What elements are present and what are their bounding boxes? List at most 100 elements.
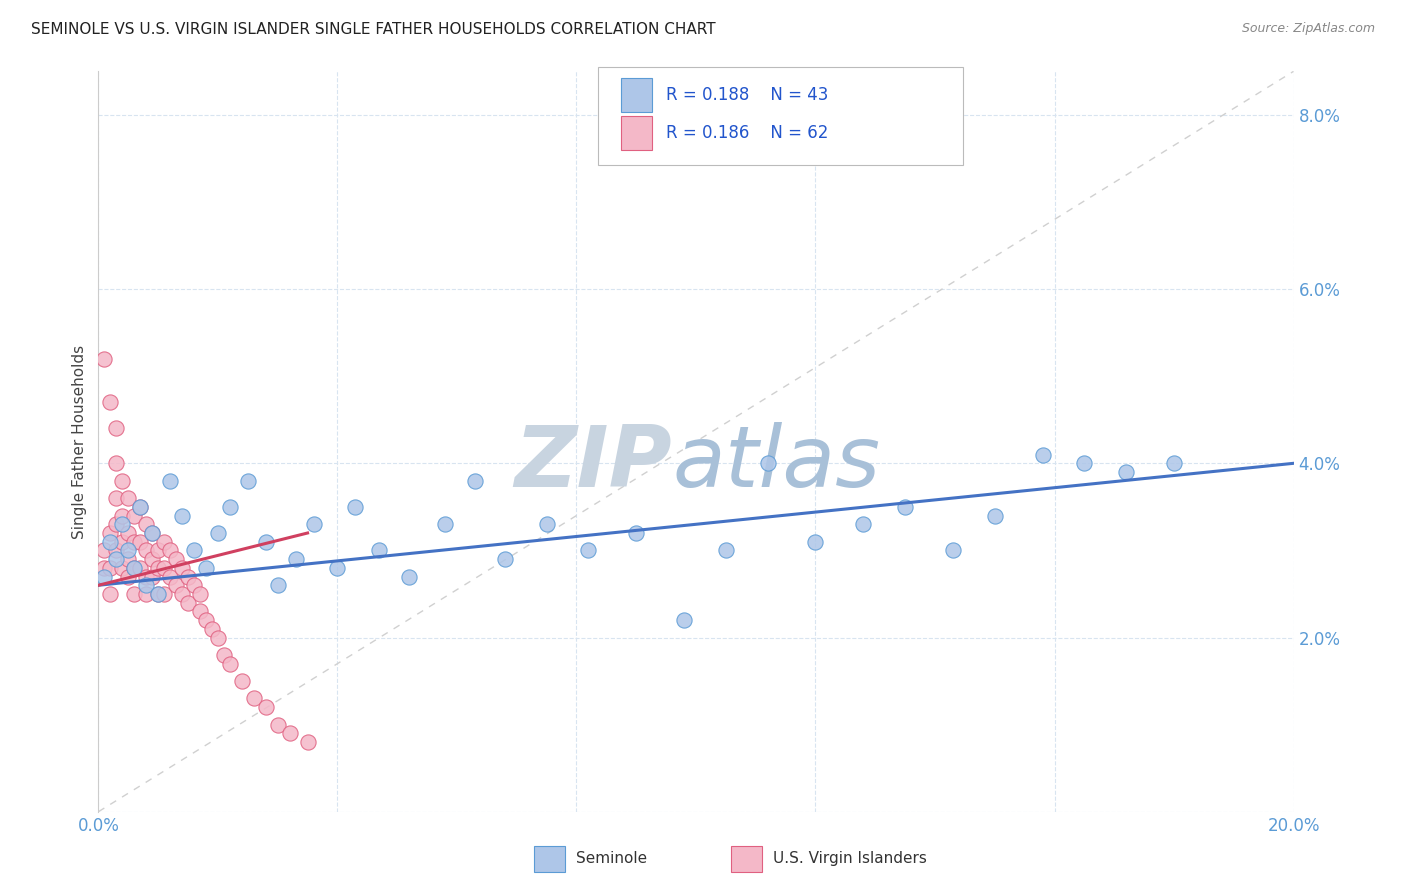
- Text: R = 0.186    N = 62: R = 0.186 N = 62: [666, 124, 828, 142]
- Point: [159, 474, 181, 488]
- Point: [852, 517, 875, 532]
- Point: [172, 561, 194, 575]
- Point: [177, 569, 200, 583]
- Point: [105, 421, 128, 435]
- Point: [98, 561, 122, 575]
- Point: [153, 561, 176, 575]
- Point: [398, 569, 420, 583]
- Point: [105, 543, 128, 558]
- Point: [124, 508, 146, 523]
- Y-axis label: Single Father Households: Single Father Households: [72, 344, 87, 539]
- Point: [183, 578, 205, 592]
- Point: [93, 543, 115, 558]
- Point: [172, 508, 194, 523]
- Point: [111, 508, 134, 523]
- Point: [756, 456, 779, 470]
- Point: [578, 543, 600, 558]
- Point: [243, 691, 266, 706]
- Point: [212, 648, 235, 662]
- Point: [1032, 448, 1054, 462]
- Point: [207, 526, 229, 541]
- Point: [153, 587, 176, 601]
- Point: [254, 534, 277, 549]
- Point: [135, 569, 157, 583]
- Point: [942, 543, 965, 558]
- Point: [159, 543, 181, 558]
- Point: [626, 526, 648, 541]
- Point: [1115, 465, 1137, 479]
- Point: [267, 578, 290, 592]
- Point: [254, 700, 277, 714]
- Point: [117, 526, 139, 541]
- Text: SEMINOLE VS U.S. VIRGIN ISLANDER SINGLE FATHER HOUSEHOLDS CORRELATION CHART: SEMINOLE VS U.S. VIRGIN ISLANDER SINGLE …: [31, 22, 716, 37]
- Point: [434, 517, 457, 532]
- Point: [135, 543, 157, 558]
- Point: [894, 500, 917, 514]
- Point: [494, 552, 516, 566]
- Point: [135, 587, 157, 601]
- Point: [93, 351, 115, 366]
- Point: [111, 561, 134, 575]
- Point: [984, 508, 1007, 523]
- Point: [117, 569, 139, 583]
- Point: [195, 613, 218, 627]
- Point: [129, 500, 152, 514]
- Point: [183, 543, 205, 558]
- Point: [111, 517, 134, 532]
- Point: [148, 561, 170, 575]
- Point: [98, 534, 122, 549]
- Point: [111, 474, 134, 488]
- Point: [141, 526, 163, 541]
- Point: [165, 552, 187, 566]
- Point: [297, 735, 319, 749]
- Text: Source: ZipAtlas.com: Source: ZipAtlas.com: [1241, 22, 1375, 36]
- Point: [124, 561, 146, 575]
- Point: [236, 474, 259, 488]
- Point: [111, 534, 134, 549]
- Point: [93, 561, 115, 575]
- Point: [1073, 456, 1095, 470]
- Point: [195, 561, 218, 575]
- Text: U.S. Virgin Islanders: U.S. Virgin Islanders: [773, 852, 927, 866]
- Point: [177, 596, 200, 610]
- Point: [219, 500, 242, 514]
- Point: [326, 561, 349, 575]
- Point: [148, 587, 170, 601]
- Point: [129, 500, 152, 514]
- Point: [201, 622, 224, 636]
- Point: [1163, 456, 1185, 470]
- Point: [219, 657, 242, 671]
- Point: [368, 543, 391, 558]
- Point: [673, 613, 696, 627]
- Point: [135, 578, 157, 592]
- Point: [165, 578, 187, 592]
- Point: [105, 491, 128, 505]
- Point: [117, 543, 139, 558]
- Point: [188, 604, 211, 618]
- Point: [124, 561, 146, 575]
- Point: [135, 517, 157, 532]
- Point: [105, 456, 128, 470]
- Text: Seminole: Seminole: [576, 852, 648, 866]
- Point: [98, 587, 122, 601]
- Point: [117, 552, 139, 566]
- Point: [129, 561, 152, 575]
- Text: atlas: atlas: [672, 422, 880, 505]
- Point: [207, 631, 229, 645]
- Point: [98, 395, 122, 409]
- Point: [141, 569, 163, 583]
- Point: [188, 587, 211, 601]
- Point: [714, 543, 737, 558]
- Point: [159, 569, 181, 583]
- Point: [98, 526, 122, 541]
- Point: [141, 552, 163, 566]
- Point: [284, 552, 307, 566]
- Point: [141, 526, 163, 541]
- Text: R = 0.188    N = 43: R = 0.188 N = 43: [666, 86, 828, 103]
- Point: [148, 543, 170, 558]
- Point: [172, 587, 194, 601]
- Point: [344, 500, 367, 514]
- Text: ZIP: ZIP: [515, 422, 672, 505]
- Point: [278, 726, 301, 740]
- Point: [117, 491, 139, 505]
